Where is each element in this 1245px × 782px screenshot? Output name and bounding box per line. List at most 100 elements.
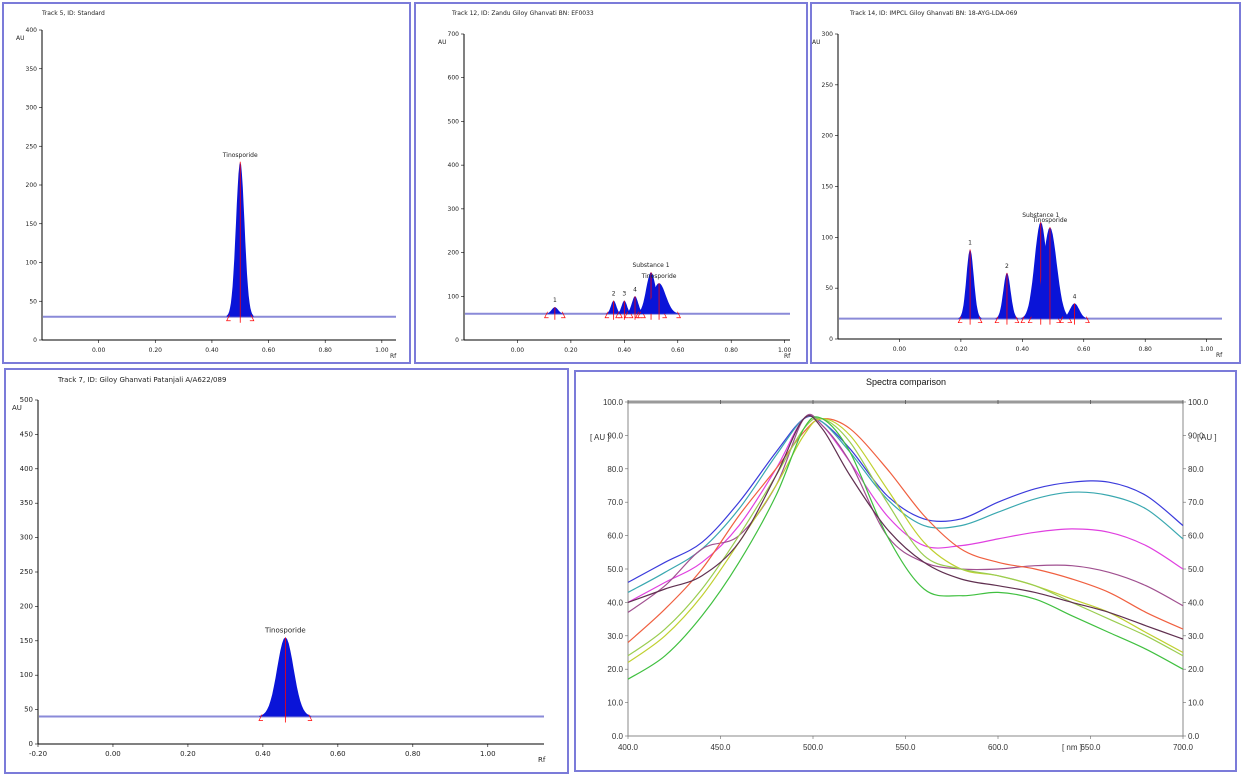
y-tick-label: 250 bbox=[26, 143, 38, 150]
peak-start-bracket bbox=[637, 311, 642, 319]
x-tick-label: 0.20 bbox=[180, 750, 196, 758]
y-tick-label: 50 bbox=[29, 298, 37, 305]
y-tick-label-left: 50.0 bbox=[607, 565, 623, 574]
x-tick-label: 0.80 bbox=[405, 750, 421, 758]
y-unit: AU bbox=[438, 39, 447, 46]
y-tick-label: 400 bbox=[20, 465, 33, 473]
x-tick-label: 500.0 bbox=[803, 743, 824, 752]
y-tick-label-left: 90.0 bbox=[607, 431, 623, 440]
peak-start-bracket bbox=[994, 316, 1000, 324]
x-tick-label: 0.80 bbox=[319, 347, 333, 354]
y-tick-label: 100 bbox=[448, 293, 460, 300]
y-tick-label: 400 bbox=[26, 27, 38, 34]
y-axis-label-right: [ AU ] bbox=[1197, 433, 1217, 442]
peak-start-bracket bbox=[226, 314, 231, 322]
x-tick-label: 400.0 bbox=[618, 743, 639, 752]
peak-label: Tinosporide bbox=[641, 273, 677, 280]
x-unit: Rf bbox=[1216, 352, 1223, 359]
y-tick-label-left: 0.0 bbox=[612, 732, 624, 741]
panel-title: Track 14, ID: IMPCL Giloy Ghanvati BN: 1… bbox=[850, 10, 1018, 17]
x-tick-label: 0.60 bbox=[262, 347, 276, 354]
peak-end-bracket bbox=[1014, 316, 1020, 324]
y-tick-label-right: 0.0 bbox=[1188, 732, 1200, 741]
x-tick-label: 450.0 bbox=[710, 743, 731, 752]
chromatogram-panel-zandu: Track 12, ID: Zandu Giloy Ghanvati BN: E… bbox=[414, 2, 808, 364]
x-axis-label: [ nm ] bbox=[1062, 743, 1082, 752]
y-tick-label-right: 70.0 bbox=[1188, 498, 1204, 507]
spectrum-line bbox=[627, 418, 1184, 663]
peak-label: 3 bbox=[622, 291, 626, 298]
x-tick-label: 0.60 bbox=[330, 750, 346, 758]
y-tick-label-left: 30.0 bbox=[607, 632, 623, 641]
x-tick-label: 0.20 bbox=[149, 347, 163, 354]
y-tick-label-right: 80.0 bbox=[1188, 465, 1204, 474]
spectra-comparison-panel: Spectra comparison 0.0 0.0 10.0 10.0 20.0 20.… bbox=[574, 370, 1237, 772]
y-tick-label: 200 bbox=[822, 133, 834, 140]
peak-end-bracket bbox=[1067, 316, 1073, 324]
spectrum-line bbox=[627, 415, 1184, 583]
y-tick-label-right: 60.0 bbox=[1188, 532, 1204, 541]
x-tick-label: 550.0 bbox=[895, 743, 916, 752]
x-tick-label: 0.00 bbox=[893, 346, 907, 353]
chromatogram-impcl: 0 50 100 150 200 250 300 0.00 0.20 0.40 0.60 0.80 1.… bbox=[812, 31, 1223, 359]
y-tick-label: 200 bbox=[448, 250, 460, 257]
peak-start-bracket bbox=[604, 311, 610, 319]
x-unit: Rf bbox=[784, 353, 791, 360]
x-tick-label: 0.40 bbox=[1016, 346, 1030, 353]
spectrum-line bbox=[627, 415, 1184, 593]
x-tick-label: 700.0 bbox=[1173, 743, 1194, 752]
y-tick-label: 150 bbox=[822, 184, 834, 191]
x-tick-label: 1.00 bbox=[480, 750, 496, 758]
x-tick-label: 0.80 bbox=[725, 347, 739, 354]
spectrum-line bbox=[627, 417, 1184, 657]
y-tick-label: 150 bbox=[20, 637, 33, 645]
y-tick-label-left: 80.0 bbox=[607, 465, 623, 474]
x-tick-label: 0.60 bbox=[671, 347, 685, 354]
y-tick-label-right: 50.0 bbox=[1188, 565, 1204, 574]
y-tick-label: 250 bbox=[822, 82, 834, 89]
peak-start-bracket bbox=[957, 316, 963, 324]
y-tick-label: 50 bbox=[825, 285, 833, 292]
peak-start-bracket bbox=[624, 311, 629, 319]
peak-label: 1 bbox=[968, 240, 972, 247]
spectrum-line bbox=[627, 416, 1184, 680]
y-tick-label: 100 bbox=[822, 234, 834, 241]
peak-start-bracket bbox=[615, 311, 620, 319]
peak-start-bracket bbox=[1059, 316, 1064, 324]
y-axis-label-left: [ AU ] bbox=[590, 433, 610, 442]
x-tick-label: 0.00 bbox=[92, 347, 106, 354]
y-tick-label: 500 bbox=[448, 118, 460, 125]
peak-label: 4 bbox=[633, 286, 637, 293]
y-tick-label-left: 60.0 bbox=[607, 532, 623, 541]
peak-start-bracket bbox=[1027, 316, 1033, 324]
x-tick-label: 0.60 bbox=[1077, 346, 1091, 353]
x-tick-label: 1.00 bbox=[778, 347, 792, 354]
y-unit: AU bbox=[16, 35, 25, 42]
y-tick-label: 0 bbox=[829, 336, 833, 343]
peak-end-bracket bbox=[977, 316, 983, 324]
chromatogram-panel-standard: Track 5, ID: Standard 0 50 100 150 200 250 300… bbox=[2, 2, 411, 364]
x-tick-label: 600.0 bbox=[988, 743, 1009, 752]
x-tick-label: 0.00 bbox=[511, 347, 525, 354]
x-unit: Rf bbox=[390, 353, 397, 360]
x-tick-label: 0.40 bbox=[255, 750, 271, 758]
y-tick-label: 0 bbox=[29, 740, 33, 748]
y-tick-label: 300 bbox=[822, 31, 834, 38]
y-tick-label: 450 bbox=[20, 430, 33, 438]
y-tick-label: 100 bbox=[20, 671, 33, 679]
peak-start-bracket bbox=[1020, 316, 1026, 324]
panel-title: Track 7, ID: Giloy Ghanvati Patanjali A/… bbox=[58, 376, 227, 384]
peak-label: Tinosporide bbox=[1032, 217, 1068, 224]
y-tick-label-right: 10.0 bbox=[1188, 699, 1204, 708]
peak-end-bracket bbox=[1085, 316, 1090, 324]
panel-title: Track 5, ID: Standard bbox=[42, 10, 105, 17]
y-tick-label: 200 bbox=[20, 602, 33, 610]
y-tick-label-right: 20.0 bbox=[1188, 665, 1204, 674]
y-tick-label-left: 70.0 bbox=[607, 498, 623, 507]
peak-end-bracket bbox=[307, 714, 313, 721]
peak-end-bracket bbox=[561, 311, 566, 319]
x-tick-label: 0.40 bbox=[618, 347, 632, 354]
x-tick-label: -0.20 bbox=[29, 750, 47, 758]
spectrum-line bbox=[627, 415, 1184, 640]
y-tick-label: 300 bbox=[448, 206, 460, 213]
